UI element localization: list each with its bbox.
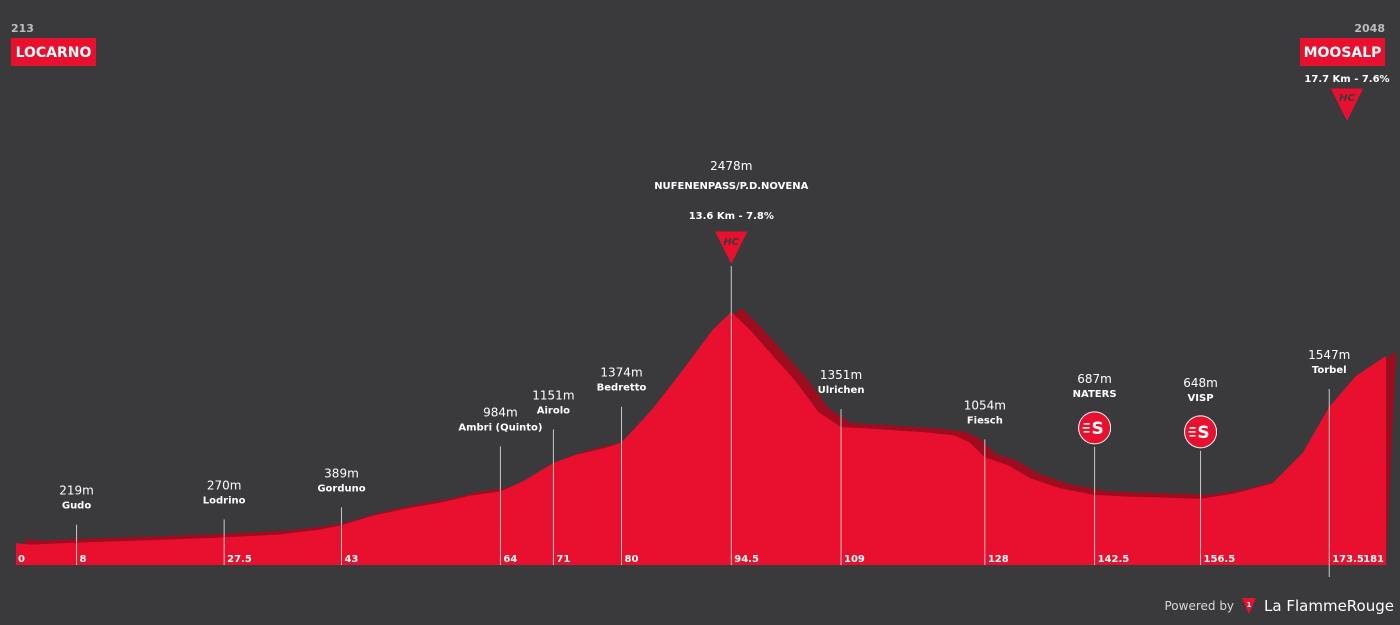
location-name-label: NATERS — [1073, 389, 1117, 400]
km-tick-label: 8 — [80, 554, 87, 565]
start-name: LOCARNO — [16, 45, 92, 61]
summit-name-label: NUFENENPASS/P.D.NOVENA — [654, 181, 808, 192]
flamme-rouge-logo-icon: 1 — [1242, 598, 1257, 614]
km-tick-label: 142.5 — [1098, 554, 1130, 565]
brand-name: La FlammeRouge — [1264, 597, 1394, 615]
sprint-icon — [1078, 411, 1112, 445]
start-elevation: 213 — [11, 22, 34, 35]
summit-climb-label: 13.6 Km - 7.8% — [689, 211, 774, 222]
sprint-icon — [1184, 415, 1218, 449]
location-name-label: Airolo — [537, 405, 570, 416]
location-name-label: Bedretto — [597, 383, 647, 394]
location-elevation-label: 389m — [324, 466, 359, 480]
sprint-icon-lines — [1188, 427, 1196, 437]
location-name-label: Fiesch — [967, 415, 1003, 426]
location-name-label: Lodrino — [203, 495, 246, 506]
powered-by-footer: Powered by 1 La FlammeRouge — [1164, 597, 1394, 615]
location-elevation-label: 270m — [207, 478, 242, 492]
km-tick-label: 128 — [988, 554, 1009, 565]
location-name-label: Ulrichen — [818, 385, 865, 396]
location-elevation-label: 687m — [1077, 372, 1112, 386]
km-tick-label: 43 — [344, 554, 358, 565]
location-elevation-label: 1151m — [532, 388, 574, 402]
finish-box — [1300, 38, 1385, 66]
location-name-label: Gorduno — [317, 483, 365, 494]
location-elevation-label: 1054m — [964, 398, 1006, 412]
location-name-label: VISP — [1188, 393, 1214, 404]
location-name-label: Ambri (Quinto) — [458, 423, 542, 434]
finish-elevation: 2048 — [1354, 22, 1385, 35]
location-elevation-label: 1374m — [600, 366, 642, 380]
km-tick-label: 156.5 — [1204, 554, 1236, 565]
sprint-icon-lines — [1082, 423, 1090, 433]
location-elevation-label: 984m — [483, 406, 518, 420]
hc-category-icon — [713, 230, 750, 267]
sprint-icon-glyph: S — [1197, 423, 1209, 443]
axis-tick-end: 181 — [1363, 554, 1384, 565]
hc-category-label: HC — [723, 237, 739, 248]
finish-climb-label: 17.7 Km - 7.6% — [1304, 74, 1389, 85]
km-tick-label: 27.5 — [227, 554, 252, 565]
elevation-profile-area — [16, 312, 1386, 565]
km-tick-label: 80 — [625, 554, 639, 565]
powered-by-label: Powered by — [1164, 599, 1235, 613]
location-elevation-label: 1351m — [820, 368, 862, 382]
km-tick-label: 94.5 — [734, 554, 759, 565]
km-tick-label: 71 — [556, 554, 570, 565]
km-tick-label: 173.5 — [1332, 554, 1364, 565]
location-elevation-label: 1547m — [1308, 348, 1350, 362]
finish-hc-label: HC — [1339, 93, 1355, 104]
finish-name: MOOSALP — [1304, 45, 1382, 61]
sprint-icon-glyph: S — [1091, 419, 1103, 439]
location-elevation-label: 219m — [59, 484, 94, 498]
km-tick-label: 64 — [503, 554, 517, 565]
start-box — [11, 38, 96, 66]
finish-hc-icon — [1329, 87, 1365, 124]
svg-text:1: 1 — [1247, 601, 1252, 609]
location-elevation-label: 648m — [1183, 376, 1218, 390]
location-name-label: Gudo — [62, 501, 91, 512]
axis-tick-start: 0 — [18, 554, 25, 565]
location-name-label: Torbel — [1312, 365, 1347, 376]
summit-elevation-label: 2478m — [710, 159, 752, 173]
km-tick-label: 109 — [844, 554, 865, 565]
